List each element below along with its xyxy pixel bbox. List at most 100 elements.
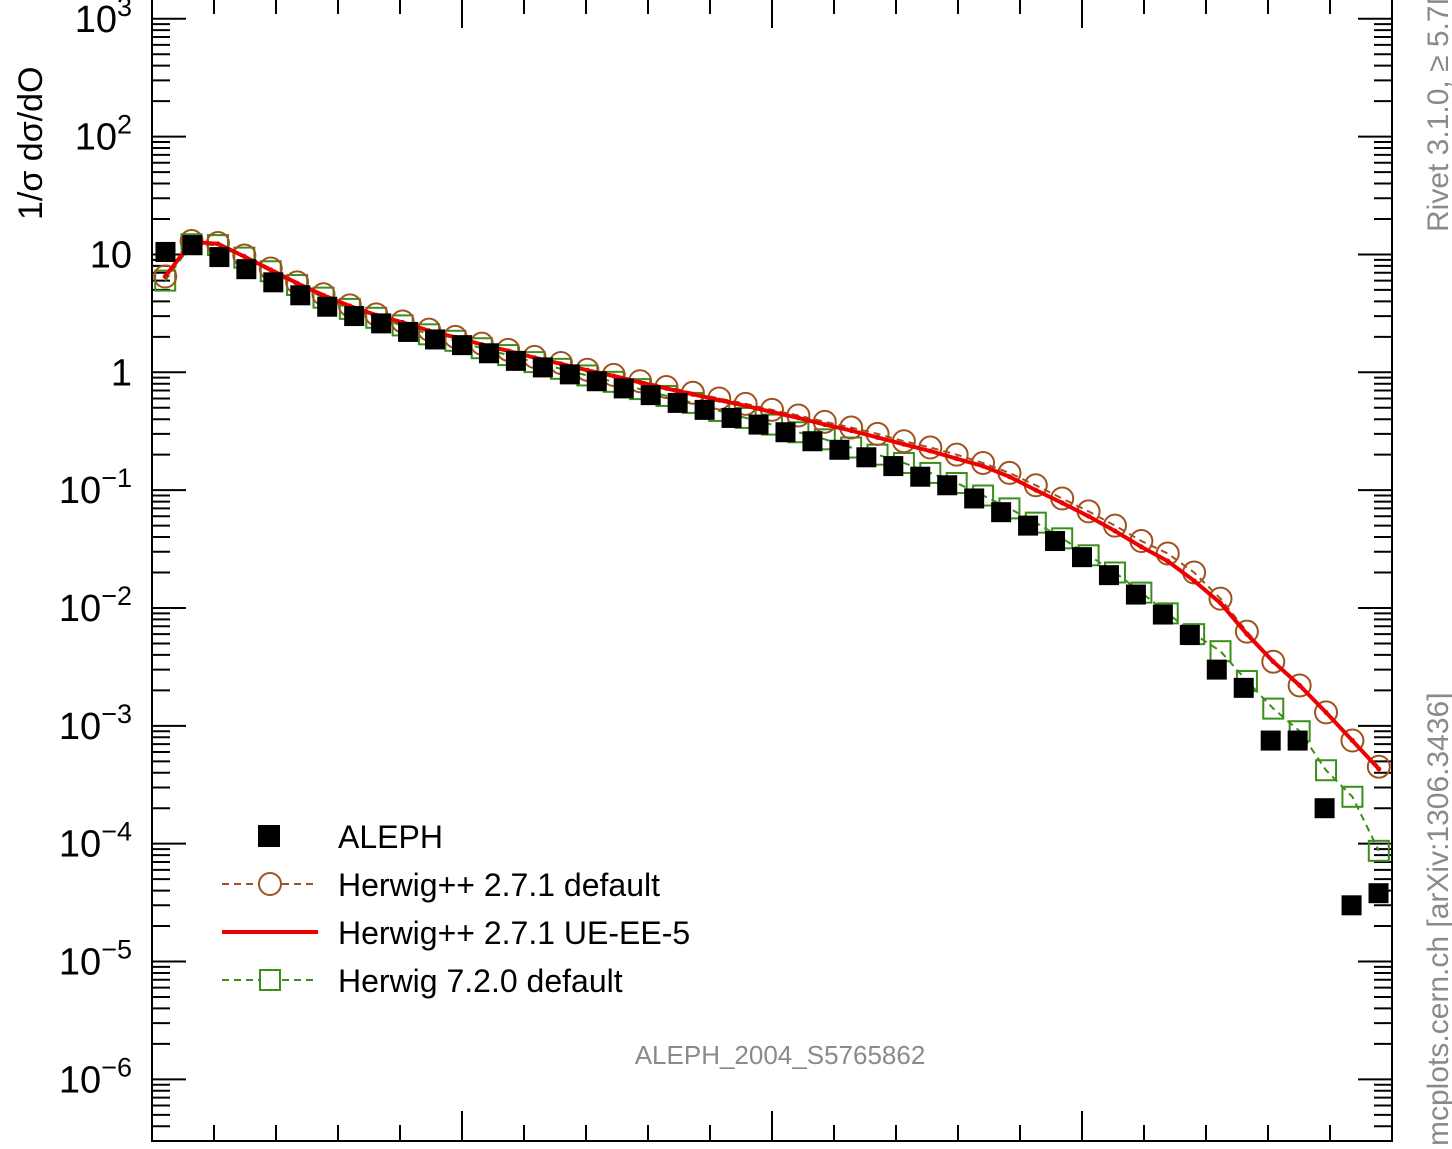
data-point <box>209 247 230 268</box>
data-point <box>991 502 1012 523</box>
data-point <box>586 371 607 392</box>
data-point <box>294 280 300 286</box>
y-tick-label-text: 10−1 <box>59 463 132 512</box>
data-point <box>1315 759 1338 782</box>
data-point <box>637 379 643 385</box>
y-tick-label-text: 103 <box>75 0 132 41</box>
analysis-annotation: ALEPH_2004_S5765862 <box>635 1040 926 1070</box>
data-point <box>1059 500 1065 506</box>
y-tick-label-text: 102 <box>75 110 132 159</box>
legend-label: ALEPH <box>338 819 443 855</box>
data-point <box>875 434 881 440</box>
data-point <box>153 264 178 289</box>
data-point <box>901 441 907 447</box>
data-point <box>1297 682 1303 688</box>
data-point <box>559 364 580 385</box>
y-tick-label: 10 <box>90 234 132 276</box>
data-point <box>478 343 499 364</box>
data-point <box>1112 528 1118 534</box>
data-point <box>1233 677 1254 698</box>
series-aleph <box>155 235 1389 916</box>
data-point <box>775 422 796 443</box>
data-point <box>829 439 850 460</box>
data-point <box>268 267 274 273</box>
data-point <box>802 431 823 452</box>
data-point <box>1045 531 1066 552</box>
data-point <box>371 313 392 334</box>
data-point <box>883 456 904 477</box>
data-point <box>822 422 828 428</box>
legend-label: Herwig 7.2.0 default <box>338 963 623 999</box>
data-point <box>452 335 472 356</box>
legend-entry: Herwig++ 2.7.1 UE-EE-5 <box>222 915 690 951</box>
data-point <box>980 463 986 469</box>
data-point <box>215 241 221 247</box>
data-point <box>1287 730 1308 751</box>
data-point <box>1341 785 1364 808</box>
data-point <box>290 285 311 306</box>
mcplots-label: mcplots.cern.ch [arXiv:1306.3436] <box>1422 692 1452 1146</box>
y-tick-label: 10−4 <box>59 817 132 866</box>
y-tick-label-text: 10−5 <box>59 935 132 984</box>
data-point <box>1341 895 1362 916</box>
data-point <box>1138 544 1144 550</box>
data-point <box>236 259 257 280</box>
data-point <box>716 397 722 403</box>
data-point <box>1125 584 1146 605</box>
data-point <box>856 447 877 468</box>
data-point <box>505 350 526 371</box>
series-herwig-7-2-0-default <box>154 233 1390 862</box>
data-point <box>1314 700 1339 725</box>
legend: ALEPH Herwig++ 2.7.1 default Herwig++ 2.7.… <box>222 819 690 999</box>
rivet-version-label: Rivet 3.1.0, ≥ 5.7M events <box>1422 0 1452 232</box>
data-point <box>1244 631 1250 637</box>
data-point <box>1368 883 1389 904</box>
data-point <box>182 235 203 256</box>
data-point <box>1006 474 1012 480</box>
y-tick-label: 1 <box>111 352 132 394</box>
data-point <box>1270 659 1276 665</box>
data-point <box>317 296 338 317</box>
data-point <box>398 321 419 342</box>
y-tick-label-text: 10−4 <box>59 817 132 866</box>
data-point <box>769 409 775 415</box>
data-series <box>153 229 1391 916</box>
legend-entry: ALEPH <box>258 819 443 855</box>
data-point <box>1033 487 1039 493</box>
data-point <box>1179 624 1200 645</box>
legend-marker <box>258 872 282 896</box>
y-tick-label-text: 1 <box>111 352 132 394</box>
data-point <box>1152 604 1173 625</box>
data-point <box>937 475 958 496</box>
data-point <box>241 254 247 260</box>
data-point <box>927 448 933 454</box>
data-point <box>1340 728 1365 753</box>
y-tick-label-text: 10−6 <box>59 1052 132 1101</box>
y-axis-label: 1/σ dσ/dO <box>12 67 50 220</box>
data-point <box>1218 600 1224 606</box>
data-point <box>694 399 715 420</box>
data-point <box>263 272 284 293</box>
y-tick-label: 103 <box>75 0 132 41</box>
data-point <box>1086 513 1092 519</box>
data-point <box>1209 640 1232 663</box>
data-point <box>1314 798 1335 819</box>
data-point <box>162 273 168 279</box>
data-point <box>1366 754 1391 779</box>
y-tick-label-text: 10 <box>90 234 132 276</box>
data-point <box>910 466 931 487</box>
data-point <box>1376 766 1382 772</box>
data-point <box>667 392 688 413</box>
legend-entry: Herwig++ 2.7.1 default <box>222 867 660 903</box>
data-point <box>721 407 742 428</box>
data-point <box>1349 738 1355 744</box>
data-point <box>1165 558 1171 564</box>
legend-label: Herwig++ 2.7.1 UE-EE-5 <box>338 915 690 951</box>
data-point <box>743 403 749 409</box>
y-tick-label: 10−1 <box>59 463 132 512</box>
data-point <box>748 414 769 435</box>
data-point <box>848 428 854 434</box>
data-point <box>1323 709 1329 715</box>
